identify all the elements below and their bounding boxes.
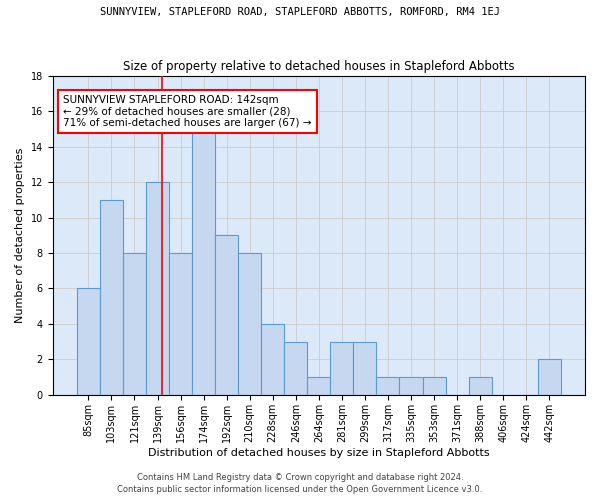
- Bar: [400, 377, 422, 395]
- Bar: [123, 253, 146, 395]
- Title: Size of property relative to detached houses in Stapleford Abbotts: Size of property relative to detached ho…: [123, 60, 515, 73]
- X-axis label: Distribution of detached houses by size in Stapleford Abbotts: Distribution of detached houses by size …: [148, 448, 490, 458]
- Bar: [538, 360, 561, 395]
- Bar: [215, 235, 238, 395]
- Bar: [238, 253, 261, 395]
- Bar: [422, 377, 446, 395]
- Bar: [284, 342, 307, 395]
- Bar: [169, 253, 192, 395]
- Bar: [376, 377, 400, 395]
- Bar: [331, 342, 353, 395]
- Text: SUNNYVIEW, STAPLEFORD ROAD, STAPLEFORD ABBOTTS, ROMFORD, RM4 1EJ: SUNNYVIEW, STAPLEFORD ROAD, STAPLEFORD A…: [100, 8, 500, 18]
- Bar: [77, 288, 100, 395]
- Bar: [307, 377, 331, 395]
- Bar: [192, 129, 215, 395]
- Bar: [353, 342, 376, 395]
- Bar: [146, 182, 169, 395]
- Y-axis label: Number of detached properties: Number of detached properties: [15, 148, 25, 323]
- Text: SUNNYVIEW STAPLEFORD ROAD: 142sqm
← 29% of detached houses are smaller (28)
71% : SUNNYVIEW STAPLEFORD ROAD: 142sqm ← 29% …: [63, 94, 312, 128]
- Bar: [100, 200, 123, 395]
- Text: Contains HM Land Registry data © Crown copyright and database right 2024.
Contai: Contains HM Land Registry data © Crown c…: [118, 472, 482, 494]
- Bar: [469, 377, 491, 395]
- Bar: [261, 324, 284, 395]
